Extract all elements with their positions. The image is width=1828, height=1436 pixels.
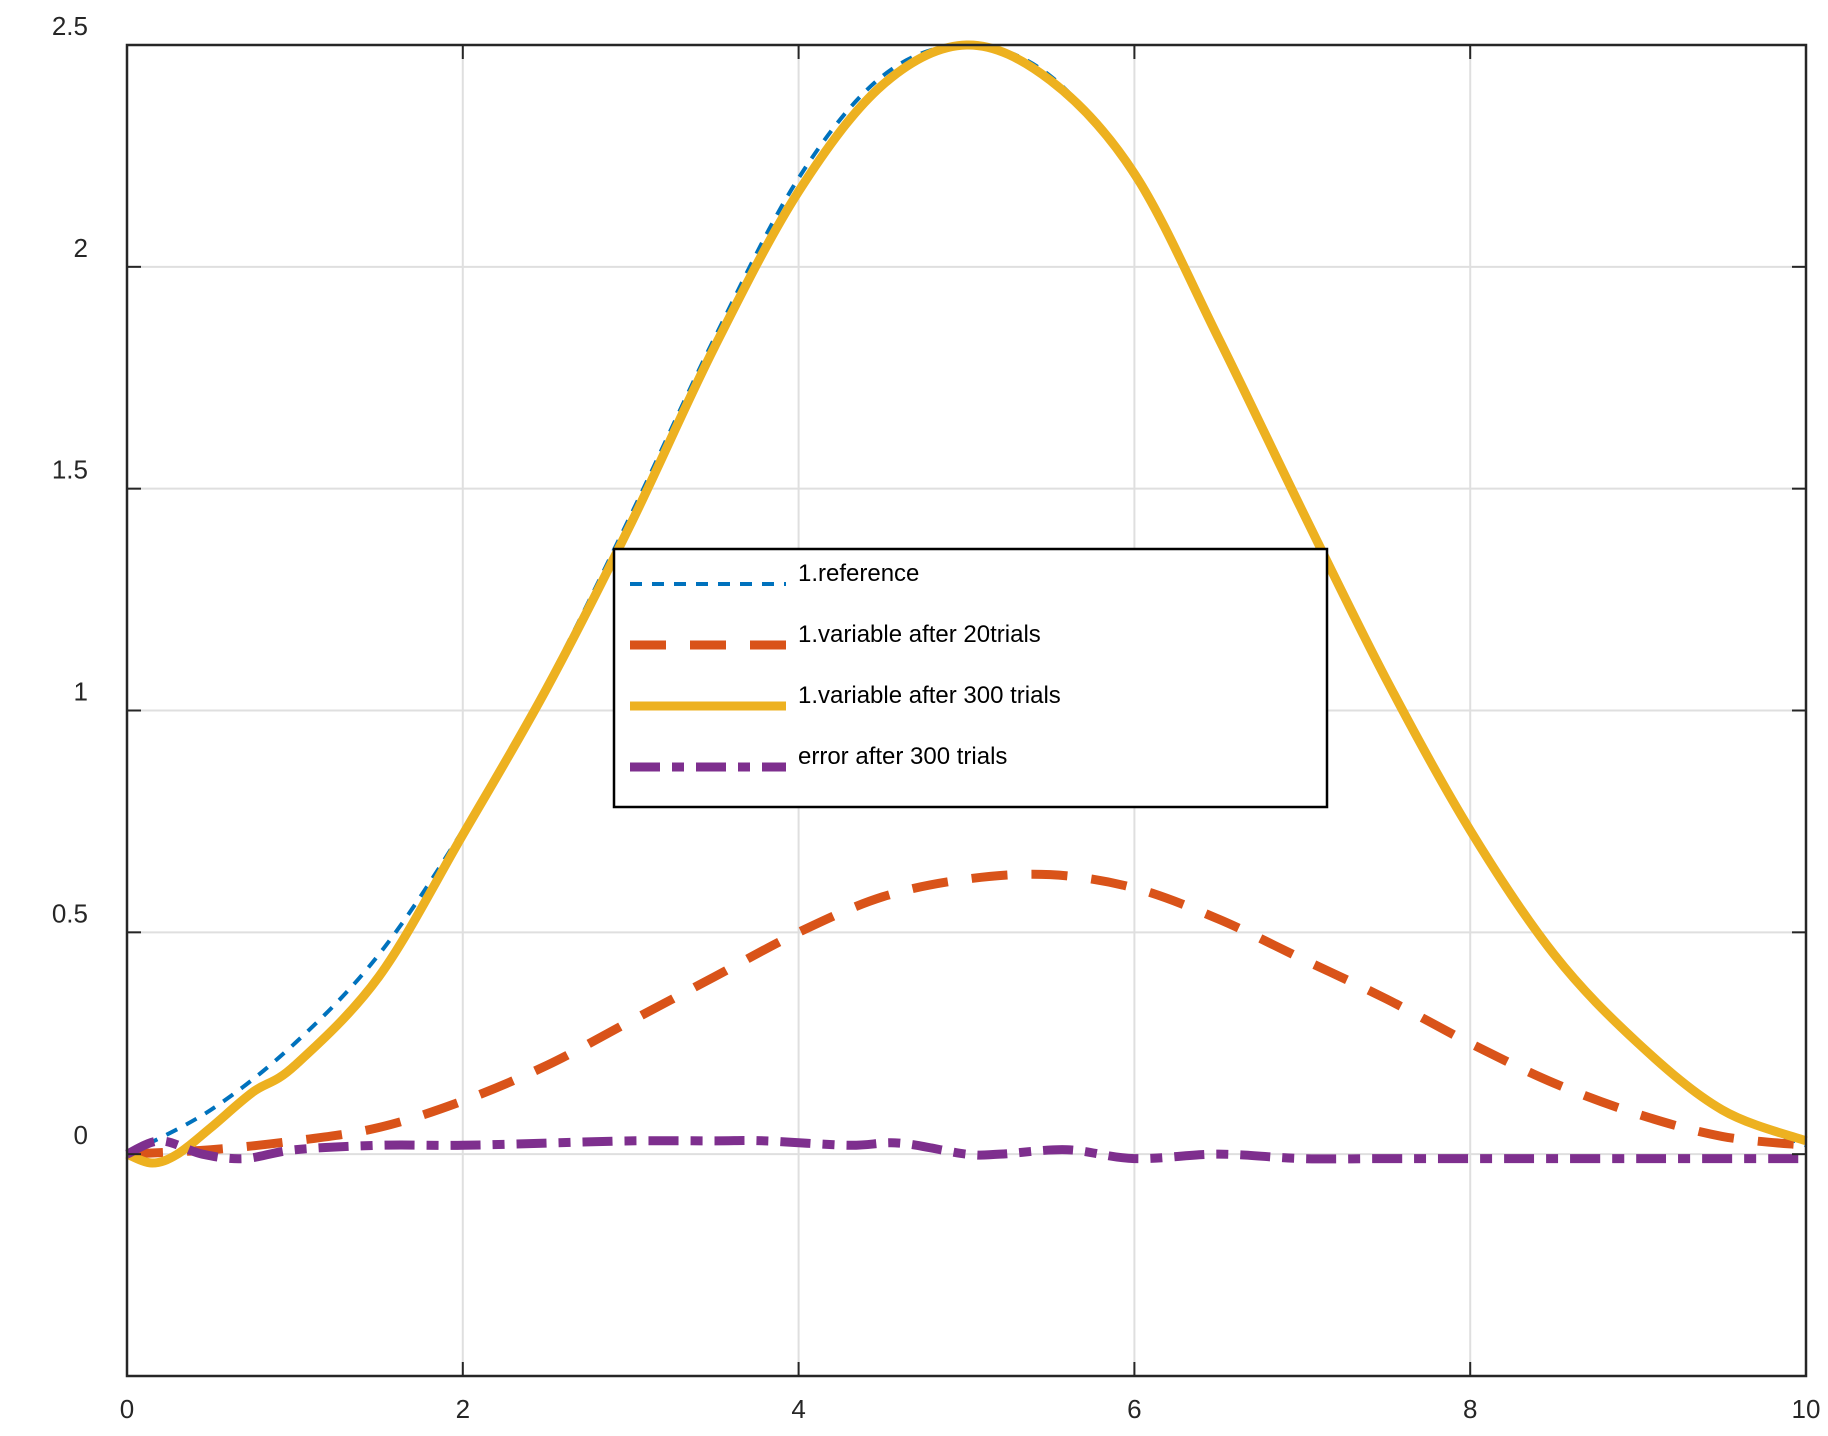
legend-label: 1.variable after 300 trials bbox=[798, 682, 1061, 709]
x-tick-label: 4 bbox=[791, 1394, 805, 1424]
tick-labels: 0 2 4 6 8 10 0 0.5 1 1.5 2 2.5 bbox=[52, 11, 1821, 1424]
x-tick-label: 8 bbox=[1463, 1394, 1477, 1424]
x-tick-label: 10 bbox=[1792, 1394, 1821, 1424]
legend-label: 1.reference bbox=[798, 560, 919, 587]
y-tick-label: 0 bbox=[74, 1120, 88, 1150]
series-line-3 bbox=[125, 1136, 1806, 1164]
legend-box bbox=[612, 547, 1329, 809]
y-tick-label: 0.5 bbox=[52, 898, 88, 928]
x-tick-label: 2 bbox=[456, 1394, 470, 1424]
x-tick-label: 0 bbox=[120, 1394, 134, 1424]
legend-label: error after 300 trials bbox=[798, 743, 1007, 770]
legend-label: 1.variable after 20trials bbox=[798, 621, 1041, 648]
legend: 1.reference 1.variable after 20trials 1.va… bbox=[612, 547, 1329, 809]
axis-ticks bbox=[126, 44, 1807, 1376]
y-tick-label: 2 bbox=[74, 233, 88, 263]
x-tick-label: 6 bbox=[1127, 1394, 1141, 1424]
series-line-2 bbox=[125, 40, 1808, 1168]
y-tick-label: 1 bbox=[74, 677, 88, 707]
y-tick-label: 2.5 bbox=[52, 11, 88, 41]
y-tick-label: 1.5 bbox=[52, 455, 88, 485]
